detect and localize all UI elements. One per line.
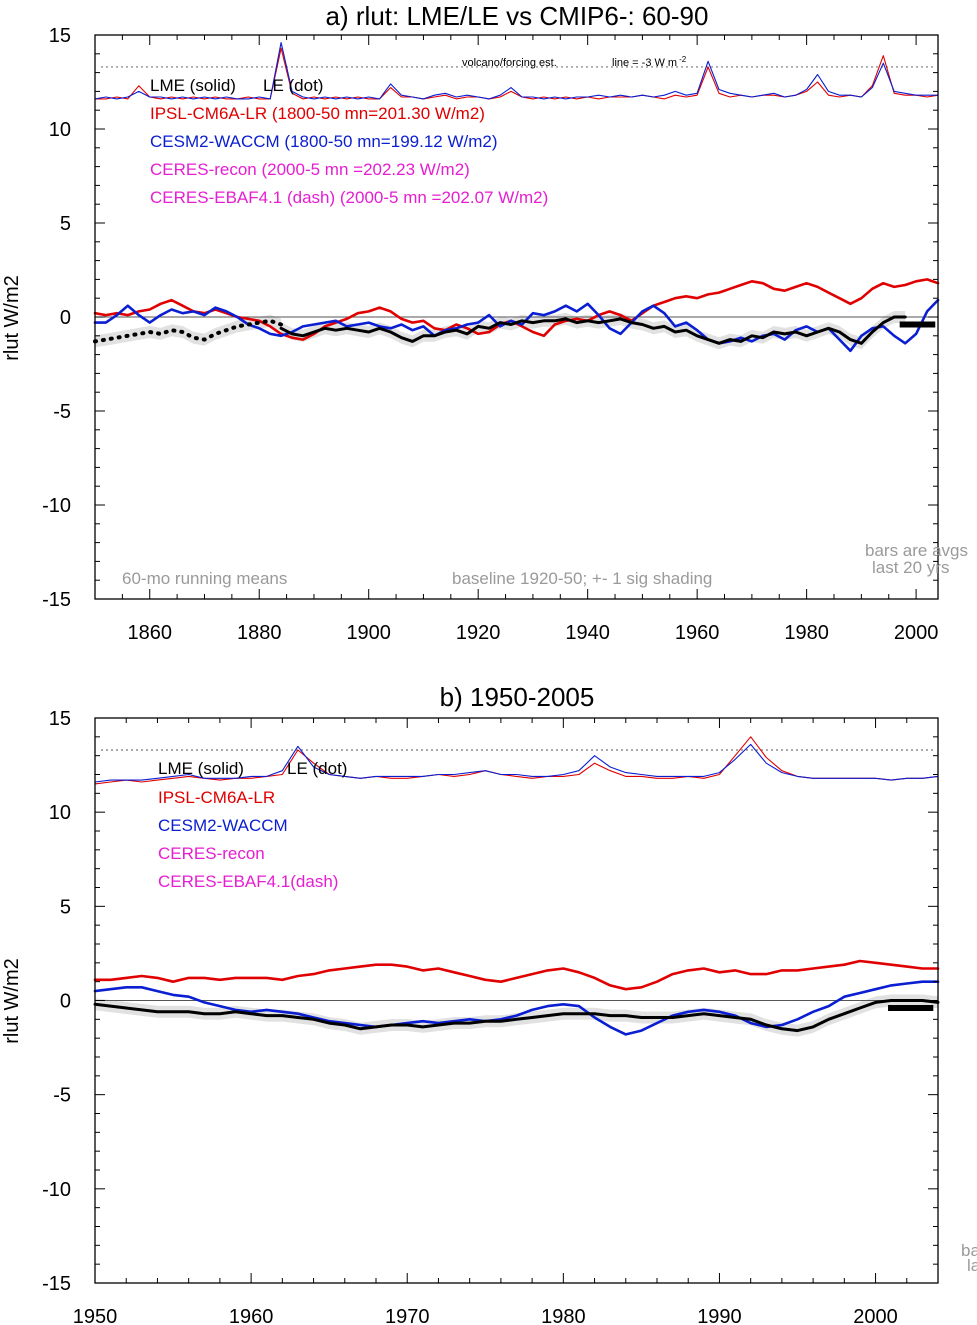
- panel-a-x-tick-label: 2000: [894, 622, 939, 644]
- panel-a-y-tick-label: 10: [49, 119, 71, 141]
- panel-b-y-tick-label: -5: [53, 1085, 71, 1107]
- panel-b-series: [93, 736, 940, 1036]
- panel-b-y-tick-label: -15: [42, 1273, 71, 1295]
- panel-b-series-cesm2-waccm-volcanic-forcing-est: [94, 743, 939, 783]
- panel-b-bars-note-1: ba: [961, 1241, 977, 1260]
- panel-b-y-axis-label: rlut W/m2: [1, 958, 23, 1044]
- panel-b-y-tick-label: 0: [60, 991, 71, 1013]
- panel-a-y-tick-label: 15: [49, 25, 71, 47]
- panel-a-y-axis-label: rlut W/m2: [1, 275, 23, 361]
- panel-a-legend-ceres-recon: CERES-recon (2000-5 mn =202.23 W/m2): [150, 160, 470, 179]
- panel-a-line-note-text: line = -3 W m: [612, 57, 677, 69]
- panel-a-x-tick-label: 1980: [784, 622, 829, 644]
- panel-b-y-tick-label: 5: [60, 896, 71, 918]
- panel-a-x-tick-label: 1880: [237, 622, 282, 644]
- panel-b-x-tick-label: 2000: [853, 1306, 898, 1325]
- panel-a-series-le: [93, 318, 284, 344]
- panel-a-bars-note-1: bars are avgs: [865, 541, 968, 560]
- panel-b-title: b) 1950-2005: [440, 682, 595, 712]
- panel-a-x-tick-label: 1860: [127, 622, 172, 644]
- panel-a-legend-ipsl: IPSL-CM6A-LR (1800-50 mn=201.30 W/m2): [150, 104, 485, 123]
- panel-a-line-note-sup: -2: [679, 55, 687, 64]
- panel-a-legend-lme: LME (solid): [150, 76, 236, 95]
- panel-b-y-tick-label: 15: [49, 708, 71, 730]
- panel-a-series: [93, 41, 940, 353]
- panel-b-y-tick-label: -10: [42, 1179, 71, 1201]
- panel-b-legend-le: LE (dot): [287, 759, 347, 778]
- panel-b-x-tick-label: 1970: [385, 1306, 430, 1325]
- panel-a-x-tick-label: 1900: [346, 622, 391, 644]
- panel-a: a) rlut: LME/LE vs CMIP6-: 60-90 15 10 5 0 -…: [1, 1, 968, 644]
- panel-b-y-tick-label: 10: [49, 802, 71, 824]
- panel-a-legend-ceres-ebaf: CERES-EBAF4.1 (dash) (2000-5 mn =202.07 …: [150, 188, 548, 207]
- panel-a-x-tick-label: 1960: [675, 622, 720, 644]
- panel-a-volcano-note: volcano/forcing est.: [462, 57, 557, 69]
- panel-b-x-tick-label: 1990: [697, 1306, 742, 1325]
- panel-b-legend-ceres-recon: CERES-recon: [158, 844, 265, 863]
- panel-a-title: a) rlut: LME/LE vs CMIP6-: 60-90: [326, 1, 709, 31]
- panel-a-series-lme: [279, 315, 907, 345]
- panel-b-legend-cesm: CESM2-WACCM: [158, 816, 288, 835]
- panel-a-y-tick-label: 0: [60, 307, 71, 329]
- panel-a-y-tick-label: -10: [42, 495, 71, 517]
- panel-b-series-ipsl-cm6a-lr: [93, 959, 940, 991]
- panel-b-reference-lines: [95, 749, 938, 1001]
- panel-b-series-lme: [93, 999, 940, 1033]
- panel-a-legend-le: LE (dot): [263, 76, 323, 95]
- panel-a-x-tick-label: 1940: [565, 622, 610, 644]
- panel-a-sigma-band-le: [95, 314, 282, 348]
- panel-a-series-cesm2-waccm-volcanic-forcing-est: [94, 41, 939, 100]
- panel-a-y-tick-label: -15: [42, 589, 71, 611]
- panel-a-baseline-note: baseline 1920-50; +- 1 sig shading: [452, 569, 712, 588]
- panel-a-bars-note-2: last 20 yrs: [872, 558, 949, 577]
- panel-a-axes: 15 10 5 0 -5 -10 -15 1860 1880 1900 1920 1940 1960 19…: [42, 25, 939, 644]
- panel-a-legend-cesm: CESM2-WACCM (1800-50 mn=199.12 W/m2): [150, 132, 498, 151]
- panel-b-bars-note-2: la: [967, 1256, 977, 1275]
- panel-b-x-tick-label: 1950: [73, 1306, 118, 1325]
- panel-b-series-cesm2-waccm: [93, 980, 940, 1036]
- panel-a-x-tick-label: 1920: [456, 622, 501, 644]
- panel-b-x-tick-label: 1960: [229, 1306, 274, 1325]
- panel-b-legend-lme: LME (solid): [158, 759, 244, 778]
- panel-b-legend-ipsl: IPSL-CM6A-LR: [158, 788, 275, 807]
- panel-b-x-tick-label: 1980: [541, 1306, 586, 1325]
- panel-a-running-mean-note: 60-mo running means: [122, 569, 287, 588]
- panel-a-y-tick-label: 5: [60, 213, 71, 235]
- panel-a-y-tick-label: -5: [53, 401, 71, 423]
- panel-b-legend-ceres-ebaf: CERES-EBAF4.1(dash): [158, 872, 338, 891]
- panel-a-line-note: line = -3 W m -2: [612, 55, 687, 69]
